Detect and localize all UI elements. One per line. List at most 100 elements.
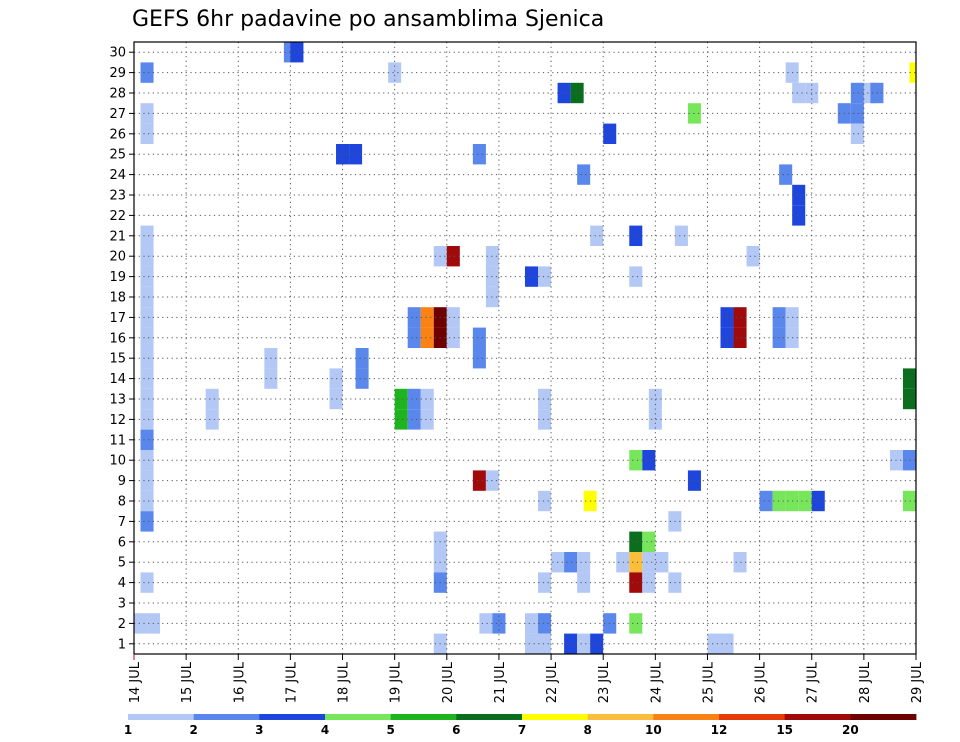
heatmap-cell bbox=[446, 307, 460, 328]
heatmap-cell bbox=[850, 123, 864, 144]
heatmap-cell bbox=[134, 613, 148, 634]
heatmap-cell bbox=[733, 552, 747, 573]
heatmap-cell bbox=[407, 388, 421, 410]
legend-swatch bbox=[587, 714, 654, 720]
y-tick-label: 8 bbox=[118, 495, 126, 510]
heatmap-cell bbox=[902, 368, 916, 389]
heatmap-cell bbox=[446, 246, 460, 267]
heatmap-cell bbox=[538, 490, 552, 512]
y-tick-label: 4 bbox=[118, 576, 126, 591]
heatmap-cell bbox=[205, 409, 219, 430]
y-tick-label: 5 bbox=[118, 556, 126, 571]
heatmap-cell bbox=[577, 572, 591, 593]
y-tick-label: 9 bbox=[118, 474, 126, 489]
heatmap-cell bbox=[407, 307, 421, 328]
y-tick-label: 24 bbox=[109, 168, 126, 183]
grid bbox=[134, 42, 916, 654]
y-tick-label: 18 bbox=[109, 291, 126, 306]
heatmap-cell bbox=[850, 82, 864, 104]
heatmap-cell bbox=[388, 62, 402, 83]
y-tick-label: 7 bbox=[118, 515, 126, 530]
heatmap-cell bbox=[772, 307, 786, 328]
heatmap-cell bbox=[564, 552, 578, 573]
legend-swatch bbox=[653, 714, 720, 720]
y-tick-label: 23 bbox=[109, 189, 126, 204]
heatmap-cell bbox=[492, 613, 506, 634]
heatmap-cell bbox=[629, 266, 643, 287]
legend-label: 20 bbox=[842, 723, 859, 737]
heatmap-cell bbox=[629, 531, 643, 552]
heatmap-cell bbox=[140, 266, 154, 287]
heatmap-cell bbox=[525, 633, 539, 654]
heatmap-cell bbox=[564, 633, 578, 654]
x-tick-label: 20 JUL bbox=[441, 661, 456, 703]
heatmap-cell bbox=[140, 286, 154, 308]
heatmap-cell bbox=[140, 368, 154, 389]
heatmap-cell bbox=[407, 327, 421, 348]
heatmap-cell bbox=[629, 552, 643, 573]
legend-label: 4 bbox=[321, 723, 329, 737]
heatmap-cell bbox=[642, 572, 656, 593]
heatmap-cell bbox=[642, 552, 656, 573]
heatmap-cell bbox=[577, 164, 591, 185]
legend-label: 15 bbox=[776, 723, 793, 737]
x-tick-label: 28 JUL bbox=[858, 661, 873, 703]
heatmap-cell bbox=[798, 490, 812, 512]
heatmap-cell bbox=[792, 82, 806, 104]
y-tick-label: 26 bbox=[109, 127, 126, 142]
heatmap-cell bbox=[394, 388, 408, 410]
y-axis: 1234567891011121314151617181920212223242… bbox=[109, 46, 134, 652]
chart-title: GEFS 6hr padavine po ansamblima Sjenica bbox=[132, 7, 604, 32]
heatmap-cell bbox=[629, 572, 643, 593]
x-tick-label: 26 JUL bbox=[754, 661, 769, 703]
y-tick-label: 27 bbox=[109, 107, 126, 122]
legend-swatch bbox=[193, 714, 260, 720]
y-tick-label: 21 bbox=[109, 229, 126, 244]
legend-label: 10 bbox=[645, 723, 662, 737]
heatmap-cell bbox=[140, 103, 154, 124]
heatmap-cell bbox=[792, 205, 806, 226]
heatmap-cell bbox=[472, 144, 486, 165]
heatmap-cell bbox=[140, 225, 154, 246]
y-tick-label: 17 bbox=[109, 311, 126, 326]
heatmap-cell bbox=[140, 348, 154, 369]
legend-label: 3 bbox=[255, 723, 263, 737]
heatmap-cell bbox=[538, 633, 552, 654]
heatmap-cell bbox=[355, 368, 369, 389]
heatmap-cell bbox=[472, 348, 486, 369]
heatmap-cell bbox=[570, 82, 584, 104]
legend-swatch bbox=[784, 714, 851, 720]
legend-swatch bbox=[850, 714, 917, 720]
heatmap-cell bbox=[140, 123, 154, 144]
y-tick-label: 30 bbox=[109, 46, 126, 61]
heatmap-cell bbox=[648, 409, 662, 430]
heatmap-cell bbox=[772, 490, 786, 512]
heatmap-cell bbox=[674, 225, 688, 246]
x-tick-label: 22 JUL bbox=[545, 661, 560, 703]
heatmap-cell bbox=[616, 552, 630, 573]
heatmap-cell bbox=[590, 225, 604, 246]
y-tick-label: 20 bbox=[109, 250, 126, 265]
heatmap-cell bbox=[648, 388, 662, 410]
heatmap-cell bbox=[446, 327, 460, 348]
heatmap-cell bbox=[329, 368, 343, 389]
heatmap-cell bbox=[140, 450, 154, 471]
y-tick-label: 28 bbox=[109, 87, 126, 102]
heatmap-cell bbox=[538, 613, 552, 634]
legend-label: 5 bbox=[386, 723, 394, 737]
heatmap-cell bbox=[205, 388, 219, 410]
heatmap-cell bbox=[538, 266, 552, 287]
legend-label: 7 bbox=[518, 723, 526, 737]
y-tick-label: 3 bbox=[118, 597, 126, 612]
heatmap-cell bbox=[525, 266, 539, 287]
legend-swatch bbox=[456, 714, 523, 720]
heatmap-cell bbox=[140, 307, 154, 328]
heatmap-cell bbox=[902, 490, 916, 512]
heatmap-cell bbox=[140, 327, 154, 348]
heatmap-cell bbox=[538, 409, 552, 430]
y-tick-label: 19 bbox=[109, 270, 126, 285]
heatmap-cell bbox=[772, 327, 786, 348]
heatmap-cell bbox=[629, 225, 643, 246]
heatmap-cell bbox=[420, 307, 434, 328]
